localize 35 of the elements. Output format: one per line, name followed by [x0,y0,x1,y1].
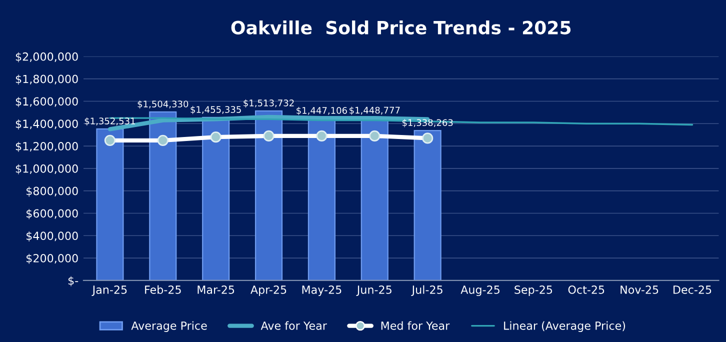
x-tick-label: Aug-25 [460,285,500,296]
y-tick-label: $600,000 [26,209,78,220]
y-tick-label: $1,400,000 [16,119,78,130]
x-tick-label: Sep-25 [514,285,552,296]
data-label: $1,455,335 [190,106,241,114]
data-label: $1,448,777 [350,106,400,115]
y-tick-label: $- [68,276,78,286]
data-label: $1,504,330 [138,100,188,109]
x-tick-label: Dec-25 [674,285,712,294]
data-label: $1,447,106 [296,106,347,116]
legend-label: Med for Year [381,321,450,330]
y-tick-label: $1,000,000 [16,164,78,174]
y-tick-label: $1,800,000 [16,74,78,85]
y-tick-label: $200,000 [26,254,78,264]
x-tick-label: Jul-25 [411,285,442,296]
y-tick-label: $800,000 [26,186,78,197]
chart-title: Oakville Sold Price Trends - 2025 [231,20,571,34]
x-tick-label: May-25 [302,285,342,296]
x-tick-label: Apr-25 [250,285,286,296]
legend-label: Ave for Year [260,321,327,330]
legend-label: Linear (Average Price) [504,321,626,332]
x-tick-label: Jun-25 [356,285,392,296]
y-tick-label: $1,200,000 [16,142,78,152]
y-tick-label: $2,000,000 [16,52,78,62]
legend-label: Average Price [131,321,207,332]
y-tick-label: $1,600,000 [16,97,78,108]
data-label: $1,352,531 [84,117,135,126]
x-tick-label: Nov-25 [620,285,658,294]
x-tick-label: Jan-25 [92,285,127,296]
x-tick-label: Oct-25 [568,285,604,294]
x-tick-label: Feb-25 [145,285,181,294]
data-label: $1,513,732 [244,99,294,108]
data-label: $1,338,263 [402,119,453,128]
x-tick-label: Mar-25 [198,285,234,294]
y-tick-label: $400,000 [26,231,78,242]
